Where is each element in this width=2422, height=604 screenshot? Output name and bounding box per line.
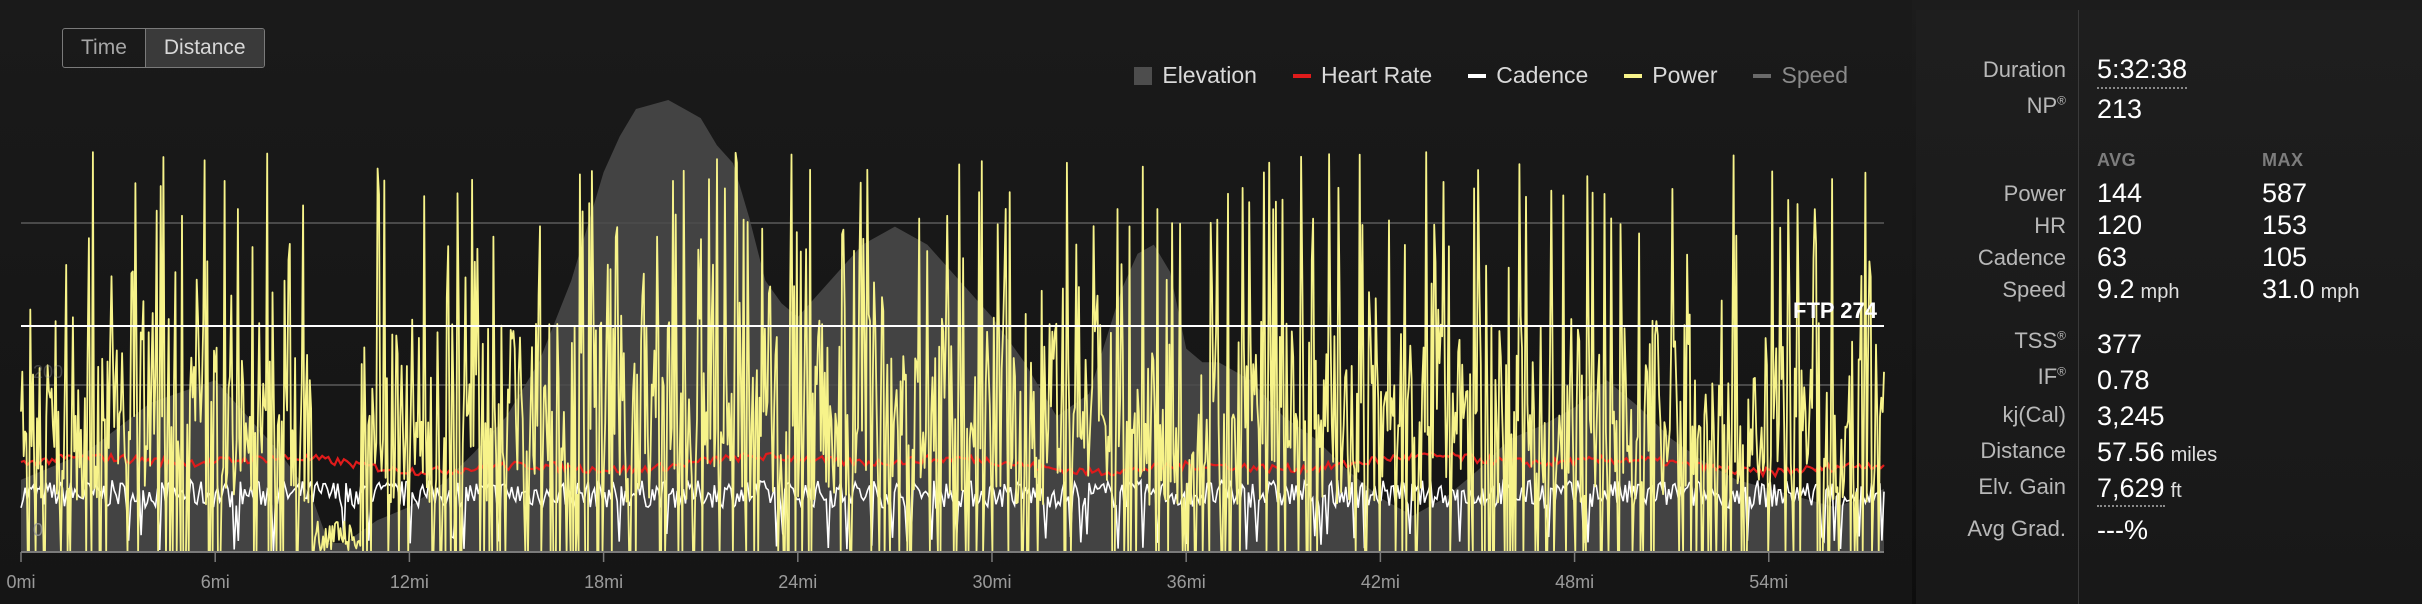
if-value: 0.78 xyxy=(2097,365,2150,395)
kj-label: kj(Cal) xyxy=(2002,402,2066,427)
legend-label-speed: Speed xyxy=(1781,62,1848,88)
distance-toggle-button[interactable]: Distance xyxy=(144,29,264,67)
x-tick-label-1: 6mi xyxy=(201,572,230,592)
if-registered-mark: ® xyxy=(2057,364,2066,379)
x-tick-label-3: 18mi xyxy=(584,572,623,592)
distance-label: Distance xyxy=(1980,438,2066,463)
speed-avg-number: 9.2 xyxy=(2097,274,2135,304)
legend-label-heart-rate: Heart Rate xyxy=(1320,62,1433,88)
legend-label-power: Power xyxy=(1652,62,1718,88)
np-value: 213 xyxy=(2097,94,2143,124)
stats-divider xyxy=(2078,10,2079,604)
x-tick-label-0: 0mi xyxy=(6,572,35,592)
distance-number: 57.56 xyxy=(2097,437,2165,467)
elevation-swatch xyxy=(1134,66,1153,85)
power-label: Power xyxy=(2003,181,2066,206)
speed-max-value: 31.0 mph xyxy=(2262,274,2359,305)
legend-item-cadence[interactable]: Cadence xyxy=(1468,62,1588,89)
speed-max-number: 31.0 xyxy=(2262,274,2315,304)
power-axis-tick-200: 200 xyxy=(33,362,63,382)
np-label: NP xyxy=(2026,93,2058,118)
power-swatch xyxy=(1624,73,1643,78)
avg-grade-label: Avg Grad. xyxy=(1967,516,2066,541)
x-tick-label-6: 36mi xyxy=(1167,572,1206,592)
x-tick-label-2: 12mi xyxy=(390,572,429,592)
duration-value[interactable]: 5:32:38 xyxy=(2097,54,2188,89)
speed-swatch xyxy=(1753,73,1772,78)
tss-label-row: TSS® xyxy=(2014,328,2066,354)
power-max-value: 587 xyxy=(2262,178,2308,208)
elevation-gain-value[interactable]: 7,629 ft xyxy=(2097,473,2182,507)
tss-registered-mark: ® xyxy=(2057,328,2066,343)
power-avg-value: 144 xyxy=(2097,178,2143,208)
hr-avg-value: 120 xyxy=(2097,210,2143,240)
legend-item-heart-rate[interactable]: Heart Rate xyxy=(1292,62,1433,89)
distance-unit: miles xyxy=(2170,444,2218,466)
duration-label: Duration xyxy=(1982,57,2066,82)
cadence-label: Cadence xyxy=(1977,245,2066,270)
speed-avg-unit: mph xyxy=(2140,281,2180,303)
legend-item-elevation[interactable]: Elevation xyxy=(1134,62,1257,89)
cadence-swatch xyxy=(1468,73,1487,78)
time-toggle-button[interactable]: Time xyxy=(63,29,145,67)
chart-legend: Elevation Heart Rate Cadence Power Speed xyxy=(1134,62,1848,89)
legend-label-elevation: Elevation xyxy=(1162,62,1257,88)
ride-chart[interactable]: FTP 274 0 200 0mi 6mi 12mi 18mi 24mi 30mi 36mi 42m… xyxy=(0,0,1912,604)
hr-label: HR xyxy=(2034,213,2066,238)
tss-value: 377 xyxy=(2097,329,2143,359)
elevation-gain-number: 7,629 xyxy=(2097,473,2165,507)
avg-column-header: AVG xyxy=(2097,150,2137,170)
np-label-row: NP® xyxy=(2027,93,2066,119)
ftp-label: FTP 274 xyxy=(1793,298,1878,323)
heart-rate-swatch xyxy=(1292,73,1311,78)
legend-item-power[interactable]: Power xyxy=(1624,62,1717,89)
legend-item-speed[interactable]: Speed xyxy=(1753,62,1848,89)
x-tick-label-7: 42mi xyxy=(1361,572,1400,592)
x-tick-label-8: 48mi xyxy=(1555,572,1594,592)
chart-panel: FTP 274 0 200 0mi 6mi 12mi 18mi 24mi 30mi 36mi 42m… xyxy=(0,0,1912,604)
speed-label: Speed xyxy=(2002,277,2066,302)
time-distance-toggle: Time Distance xyxy=(62,28,265,68)
elevation-gain-unit: ft xyxy=(2170,480,2182,502)
power-line xyxy=(20,151,1885,553)
cadence-avg-value: 63 xyxy=(2097,242,2128,272)
x-tick-label-5: 30mi xyxy=(972,572,1011,592)
kj-value: 3,245 xyxy=(2097,401,2165,431)
legend-label-cadence: Cadence xyxy=(1496,62,1589,88)
distance-value: 57.56 miles xyxy=(2097,437,2217,468)
speed-avg-value: 9.2 mph xyxy=(2097,274,2179,305)
tss-label: TSS xyxy=(2014,328,2058,353)
if-label: IF xyxy=(2037,364,2058,389)
elevation-gain-label: Elv. Gain xyxy=(1978,474,2066,499)
ride-stats-panel: Duration 5:32:38 NP® 213 AVG MAX Power 1… xyxy=(1916,10,2422,604)
cadence-max-value: 105 xyxy=(2262,242,2308,272)
speed-max-unit: mph xyxy=(2320,281,2360,303)
hr-max-value: 153 xyxy=(2262,210,2308,240)
x-tick-label-4: 24mi xyxy=(778,572,817,592)
if-label-row: IF® xyxy=(2038,364,2066,390)
x-tick-label-9: 54mi xyxy=(1749,572,1788,592)
max-column-header: MAX xyxy=(2262,150,2304,170)
power-axis-tick-0: 0 xyxy=(33,520,43,540)
avg-grade-value: ---% xyxy=(2097,515,2148,545)
np-registered-mark: ® xyxy=(2057,93,2066,108)
